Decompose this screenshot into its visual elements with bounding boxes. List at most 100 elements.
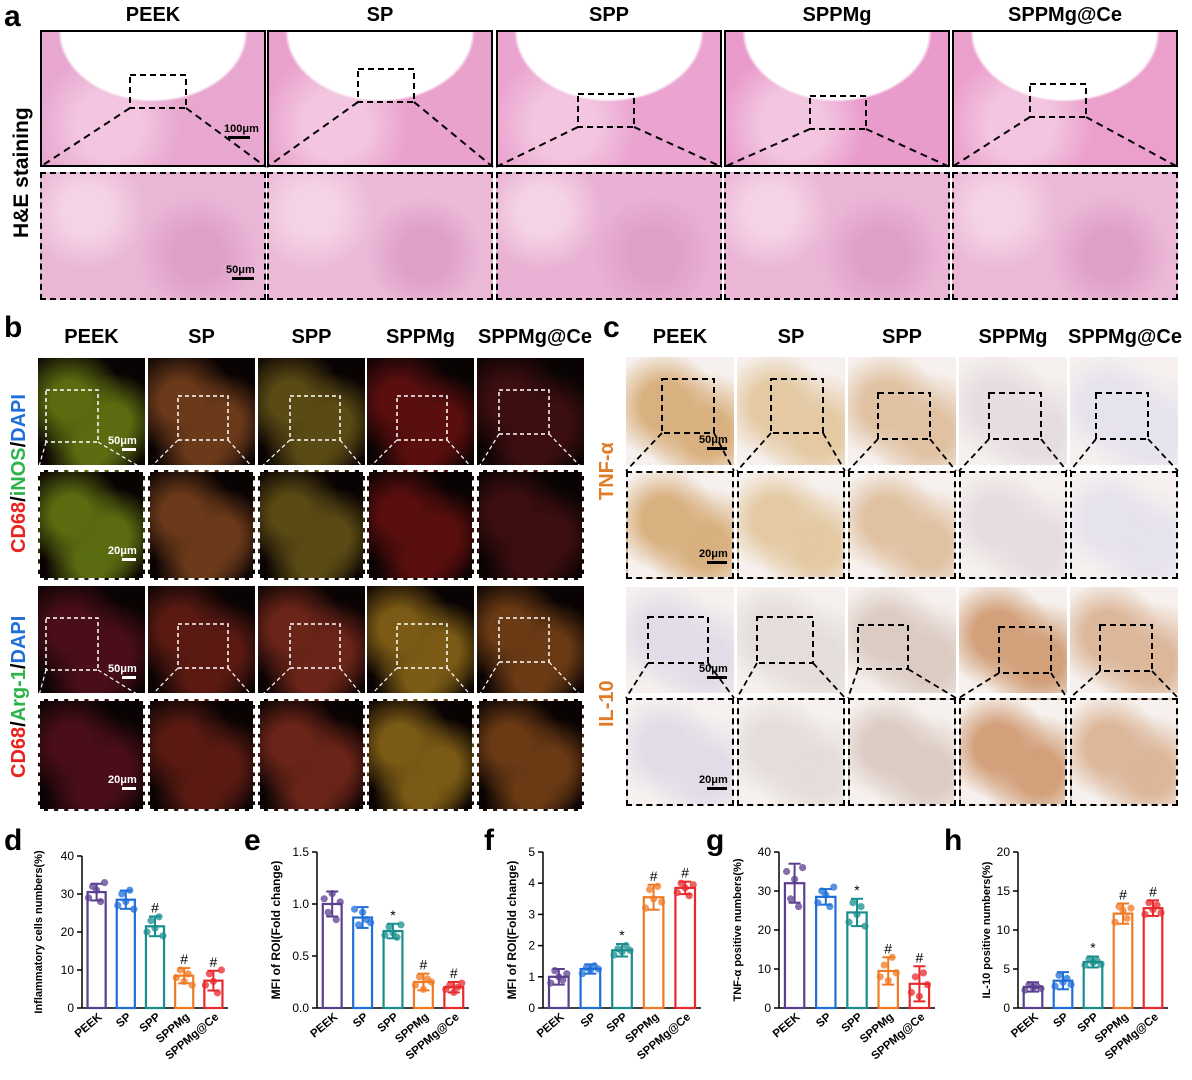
chart-f-point-1-2 xyxy=(586,966,595,975)
ihc-line-r-1-4 xyxy=(1151,670,1179,699)
ihc-tile-r2-c4 xyxy=(1070,587,1178,693)
chart-h-annotation-3: # xyxy=(1119,886,1127,902)
chart-f-point-3-0 xyxy=(642,904,650,912)
chart-g-point-4-1 xyxy=(911,973,920,981)
chart-f-point-1-0 xyxy=(578,970,587,978)
chart-f: 0 1 2 3 4 5 MFI of ROI(Fold change) PEEK SP * SPP #… xyxy=(505,845,701,1062)
chart-g-point-4-3 xyxy=(919,969,928,977)
ihc-roi-0-1 xyxy=(770,378,824,434)
chart-g-ytick-label-1: 10 xyxy=(758,962,772,976)
chart-f-bar-2 xyxy=(611,949,633,1010)
chart-f-ylabel: MFI of ROI(Fold change) xyxy=(505,861,519,1000)
fluo-roi-1-4 xyxy=(498,617,550,663)
chart-d-point-2-1 xyxy=(147,917,155,925)
ihc-tile-r0-c2 xyxy=(848,357,956,465)
chart-e-point-3-0 xyxy=(411,981,419,989)
chart-d-point-1-0 xyxy=(114,901,122,909)
ihc-tile-r3-c4 xyxy=(1070,698,1178,806)
chart-g-point-2-4 xyxy=(861,922,869,930)
chart-d-xlabel-0: PEEK xyxy=(73,1011,105,1041)
ihc-line-r-0-1 xyxy=(822,432,846,472)
chart-g-point-2-1 xyxy=(849,899,857,907)
fluo-line-r-1-3 xyxy=(446,667,475,700)
chart-e-xlabel-1: SP xyxy=(351,1011,371,1030)
chart-g-point-4-4 xyxy=(923,981,932,989)
panel-label-f: f xyxy=(484,824,494,857)
chart-f-point-0-4 xyxy=(563,970,571,978)
chart-e-point-4-1 xyxy=(446,981,454,989)
fluo-roi-0-2 xyxy=(289,395,341,441)
fluo-tile-r2-c4 xyxy=(477,586,584,693)
chart-h-point-3-4 xyxy=(1127,904,1135,912)
fluo-roi-1-0 xyxy=(45,617,99,671)
chart-f-point-1-4 xyxy=(594,965,603,973)
chart-d-point-1-1 xyxy=(118,890,126,898)
he-zoom-lines xyxy=(39,68,1179,168)
chart-f-point-4-1 xyxy=(677,879,685,887)
ihc-roi-0-0 xyxy=(661,378,715,434)
panel-label-c: c xyxy=(603,311,620,344)
fluo-line-l-1-0 xyxy=(37,669,47,700)
chart-d-annotation-3: # xyxy=(180,951,188,967)
he-zoom-3 xyxy=(724,172,950,300)
chart-h-ytick-label-2: 10 xyxy=(997,923,1011,937)
fluo-line-l-0-3 xyxy=(366,439,398,471)
chart-d-point-0-2 xyxy=(93,886,101,894)
ihc-roi-1-2 xyxy=(857,624,909,670)
chart-g-ylabel: TNF-α positive numbers(%) xyxy=(732,858,744,1001)
chart-g-point-0-1 xyxy=(787,895,795,903)
ihc-line-l-1-4 xyxy=(1069,670,1101,699)
chart-h-bar-4 xyxy=(1142,907,1164,1010)
ihc-tile-r1-c2 xyxy=(848,471,956,579)
chart-e-bar-1 xyxy=(352,916,374,1010)
chart-d-xlabel-1: SP xyxy=(114,1011,134,1030)
ihc-roi-0-3 xyxy=(988,392,1042,440)
chart-g-annotation-2: * xyxy=(854,882,860,898)
ihc-tile-r1-c4 xyxy=(1070,471,1178,579)
chart-e-xlabel-2: SPP xyxy=(376,1011,402,1035)
he-overview-0 xyxy=(40,30,266,167)
he-roi-box-4 xyxy=(1029,83,1087,118)
he-overview-2 xyxy=(496,30,722,167)
ihc-line-r-0-0 xyxy=(713,432,735,472)
chart-f-point-4-0 xyxy=(673,888,681,897)
fluo-line-r-1-4 xyxy=(548,661,585,700)
chart-f-ytick-label-3: 3 xyxy=(528,907,535,921)
chart-e-point-3-1 xyxy=(415,973,423,981)
ihc-tile-r2-c0 xyxy=(626,587,734,693)
he-zoom-0 xyxy=(40,172,266,300)
chart-h-xlabel-2: SPP xyxy=(1076,1011,1102,1035)
fluo-tile-r0-c2 xyxy=(258,358,365,465)
fluo-line-l-1-2 xyxy=(257,667,291,700)
ihc-line-r-1-3 xyxy=(1050,672,1068,699)
ihc-line-r-1-1 xyxy=(812,662,846,699)
fluo-tile-r0-c0 xyxy=(38,358,145,465)
he-scale-bar-bottom: 50μm xyxy=(226,264,255,280)
chart-e-point-1-2 xyxy=(359,908,367,916)
chart-e-point-0-1 xyxy=(324,908,332,916)
he-scale-text-top: 100μm xyxy=(224,123,259,135)
chart-f-xlabel-0: PEEK xyxy=(535,1011,567,1041)
chart-f-point-2-0 xyxy=(610,951,618,959)
chart-d-point-2-2 xyxy=(151,924,159,932)
chart-h-ylabel: IL-10 positive numbers(%) xyxy=(981,861,993,998)
chart-e-point-3-2 xyxy=(419,985,427,993)
fluo-tile-r3-c1 xyxy=(148,699,255,811)
he-scale-bar-top: 100μm xyxy=(224,123,259,139)
chart-g-point-0-3 xyxy=(795,903,803,911)
chart-g-point-2-3 xyxy=(857,903,865,911)
chart-h-point-2-4 xyxy=(1097,960,1105,968)
fluo-tile-r0-c1 xyxy=(148,358,255,465)
chart-f-ytick-label-5: 5 xyxy=(528,845,535,859)
fluo-tile-r3-c0 xyxy=(38,699,145,811)
ihc-scale-bar-1: 50μm xyxy=(699,434,728,450)
fluo-tile-r1-c4 xyxy=(477,470,584,580)
fluo-scale-bar-4: 20μm xyxy=(108,774,137,790)
chart-h-xlabel-0: PEEK xyxy=(1009,1011,1041,1041)
chart-h-annotation-2: * xyxy=(1090,940,1096,956)
ihc-roi-1-3 xyxy=(998,626,1052,674)
ihc-scale-bar-2: 20μm xyxy=(699,548,728,564)
he-header-3: SPPMg xyxy=(802,4,872,26)
fluo-roi-0-0 xyxy=(45,389,99,443)
he-zoom-line-right-2 xyxy=(633,126,723,168)
